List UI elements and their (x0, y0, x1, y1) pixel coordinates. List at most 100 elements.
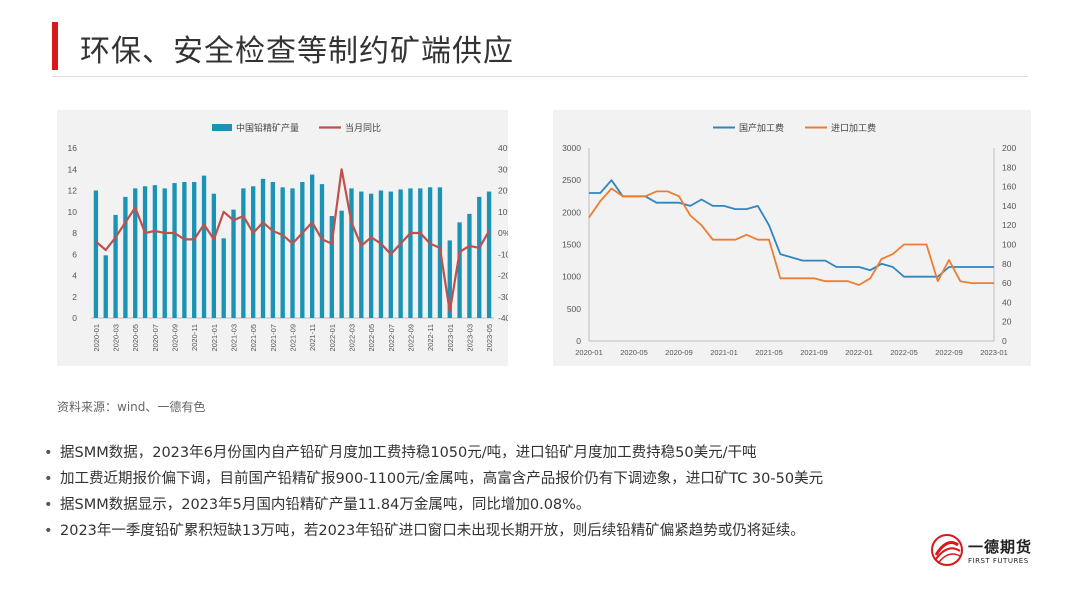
x-tick-label: 2020-01 (575, 348, 603, 357)
y-right-tick-label: 20% (498, 186, 508, 196)
y-right-tick-label: 60 (1002, 278, 1012, 288)
output-bar (290, 188, 295, 318)
y-left-tick-label: 1000 (562, 272, 581, 282)
logo-text-en: FIRST FUTURES (968, 557, 1029, 565)
output-bar (457, 222, 462, 318)
output-bar (172, 183, 177, 318)
y-left-tick-label: 6 (72, 249, 77, 259)
output-bar (427, 187, 433, 318)
x-tick-label: 2023-03 (465, 324, 474, 352)
y-right-tick-label: 40% (498, 143, 508, 153)
output-bar (447, 240, 452, 318)
output-bar (329, 216, 334, 318)
x-tick-label: 2023-01 (980, 348, 1008, 357)
x-tick-label: 2021-07 (269, 324, 278, 352)
y-right-tick-label: -30% (498, 292, 508, 302)
y-right-tick-label: 100 (1002, 240, 1016, 250)
y-left-tick-label: 0 (576, 336, 581, 346)
output-bar (418, 188, 423, 318)
output-bar (103, 255, 108, 318)
output-bar (408, 188, 413, 318)
x-tick-label: 2022-01 (845, 348, 873, 357)
bullet-item: 据SMM数据显示，2023年5月国内铅精矿产量11.84万金属吨，同比增加0.0… (42, 492, 823, 518)
y-left-tick-label: 10 (68, 207, 78, 217)
x-tick-label: 2022-09 (406, 324, 415, 352)
y-left-tick-label: 12 (68, 186, 78, 196)
lead-concentrate-output-chart: 中国铅精矿产量 当月同比 0 2 4 6 8 10 12 14 16 40% 30% 20% 10% 0% -1… (57, 110, 508, 366)
x-tick-label: 2021-05 (249, 324, 258, 352)
x-tick-label: 2022-05 (367, 324, 376, 352)
x-tick-label: 2022-05 (890, 348, 918, 357)
output-bar (241, 188, 246, 318)
y-right-tick-label: 200 (1002, 143, 1016, 153)
output-bar (378, 190, 384, 318)
x-tick-label: 2022-09 (935, 348, 963, 357)
output-bar (349, 188, 354, 318)
y-right-tick-label: 0% (498, 228, 508, 238)
x-tick-label: 2020-05 (620, 348, 648, 357)
output-bar (231, 209, 236, 318)
logo-swirl-icon (931, 534, 963, 566)
output-bar (398, 189, 403, 318)
source-note: 资料来源：wind、一德有色 (57, 400, 206, 414)
y-left-tick-label: 2 (72, 292, 77, 302)
y-right-tick-label: -20% (498, 271, 508, 281)
x-tick-label: 2021-03 (230, 324, 239, 352)
x-tick-label: 2023-05 (485, 324, 494, 352)
output-bar (123, 196, 128, 318)
y-left-tick-label: 2000 (562, 207, 581, 217)
y-right-tick-label: 180 (1002, 162, 1016, 172)
y-left-tick-label: 2500 (562, 175, 581, 185)
x-tick-label: 2020-03 (112, 324, 121, 352)
y-left-tick-label: 8 (72, 228, 77, 238)
output-bar (309, 174, 315, 318)
x-tick-label: 2021-01 (710, 348, 738, 357)
output-bar (339, 210, 344, 318)
y-left-tick-label: 14 (68, 164, 78, 174)
y-right-tick-label: -10% (498, 249, 508, 259)
y-right-tick-label: 140 (1002, 201, 1016, 211)
output-bar (260, 178, 266, 318)
output-bar (319, 184, 325, 318)
y-right-tick-label: 120 (1002, 220, 1016, 230)
y-left-tick-label: 0 (72, 313, 77, 323)
output-bar (251, 186, 256, 318)
output-bar (300, 182, 305, 318)
company-logo: 一德期货 FIRST FUTURES (930, 533, 1050, 573)
y-left-tick-label: 500 (567, 304, 581, 314)
x-tick-label: 2022-07 (387, 324, 396, 352)
legend-label-output: 中国铅精矿产量 (236, 122, 299, 133)
output-bar (93, 190, 99, 318)
y-right-tick-label: 30% (498, 164, 508, 174)
domestic-fee-line (589, 179, 994, 278)
output-bar (182, 182, 187, 318)
chart-output-svg: 中国铅精矿产量 当月同比 0 2 4 6 8 10 12 14 16 40% 30% 20% 10% 0% -1… (68, 122, 508, 352)
bullet-item: 据SMM数据，2023年6月份国内自产铅矿月度加工费持稳1050元/吨，进口铅矿… (42, 440, 823, 466)
y-right-tick-label: 80 (1002, 259, 1012, 269)
x-tick-label: 2022-03 (347, 324, 356, 352)
y-right-tick-label: 40 (1002, 297, 1012, 307)
output-bar (359, 191, 364, 318)
x-tick-label: 2020-09 (171, 324, 180, 352)
output-bar (201, 175, 207, 318)
x-tick-label: 2020-07 (151, 324, 160, 352)
y-right-tick-label: 160 (1002, 182, 1016, 192)
processing-fee-chart: 国产加工费 进口加工费 0 500 1000 1500 2000 2500 3000 0 20 40 6… (553, 110, 1031, 366)
output-bar (270, 182, 276, 318)
output-bar (280, 187, 285, 318)
output-bar (221, 238, 226, 318)
output-bar (467, 213, 472, 318)
y-left-tick-label: 16 (68, 143, 78, 153)
x-tick-label: 2020-11 (190, 324, 199, 351)
x-tick-label: 2020-05 (131, 324, 140, 352)
title-divider (52, 76, 1028, 77)
x-tick-label: 2021-09 (800, 348, 828, 357)
x-tick-label: 2023-01 (446, 324, 455, 352)
x-tick-label: 2020-01 (92, 324, 101, 352)
output-bar (192, 182, 197, 318)
x-tick-label: 2022-01 (328, 324, 337, 352)
y-left-tick-label: 4 (72, 271, 77, 281)
import-fee-line (588, 187, 994, 286)
title-accent-bar (52, 22, 58, 70)
output-bar (211, 193, 217, 318)
